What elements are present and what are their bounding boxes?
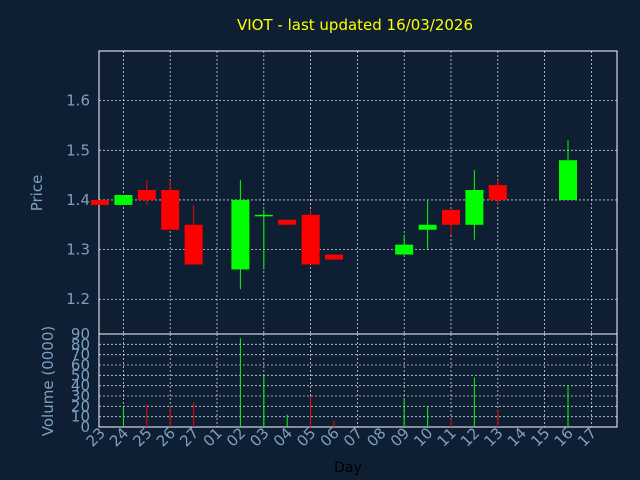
candle-04 (278, 219, 297, 225)
volume-tick-label: 50 (71, 366, 90, 384)
price-axis-label: Price (28, 175, 46, 212)
price-tick-label: 1.4 (66, 191, 90, 209)
candle-11 (442, 209, 460, 235)
candle-13 (488, 180, 507, 205)
candle-05 (301, 209, 320, 265)
candle-06 (325, 254, 343, 260)
candle-body (465, 190, 484, 225)
candle-body (325, 254, 343, 260)
x-tick-label: 13 (480, 424, 506, 450)
candle-body (301, 214, 320, 265)
volume-tick-label: 90 (71, 325, 90, 343)
volume-tick-label: 10 (71, 408, 90, 426)
x-tick-label: 10 (410, 424, 436, 450)
volume-tick-label: 20 (71, 397, 90, 415)
candle-27 (184, 204, 203, 265)
x-tick-label: 02 (223, 424, 249, 450)
x-tick-label: 27 (176, 424, 202, 450)
volume-tick-label: 70 (71, 346, 90, 364)
x-tick-label: 06 (317, 424, 343, 450)
volume-tick-label: 0 (80, 418, 90, 436)
x-ticks: 2324252627010203040506070809101112131415… (83, 424, 601, 450)
candle-body (488, 185, 507, 200)
candle-body (559, 160, 577, 200)
price-plot-area (98, 50, 618, 335)
candle-body (278, 219, 297, 225)
candle-body (184, 224, 203, 265)
candle-24 (114, 194, 133, 205)
x-tick-label: 08 (363, 424, 389, 450)
candle-body (442, 209, 460, 225)
candle-03 (254, 209, 273, 270)
x-tick-label: 11 (434, 424, 460, 450)
volume-plot-area (98, 333, 618, 428)
price-tick-label: 1.6 (66, 92, 90, 110)
x-tick-label: 01 (200, 424, 226, 450)
candles (91, 140, 577, 290)
x-axis-label: Day (334, 460, 362, 476)
x-tick-label: 03 (246, 424, 272, 450)
candle-12 (465, 170, 484, 240)
candle-body (231, 199, 250, 270)
candle-26 (161, 180, 180, 230)
candle-10 (418, 199, 437, 250)
x-tick-label: 12 (457, 424, 483, 450)
candle-body (137, 190, 156, 200)
x-tick-label: 26 (153, 424, 179, 450)
price-tick-label: 1.3 (66, 241, 90, 259)
x-tick-label: 09 (387, 424, 413, 450)
candle-body (161, 190, 180, 230)
x-tick-label: 07 (340, 424, 366, 450)
x-tick-label: 05 (293, 424, 319, 450)
x-tick-label: 15 (527, 424, 553, 450)
x-tick-label: 25 (129, 424, 155, 450)
price-y-ticks: 1.2 1.3 1.4 1.5 1.6 (66, 92, 90, 309)
volume-axis-label: Volume (0000) (39, 326, 57, 436)
x-tick-label: 14 (504, 424, 530, 450)
candle-body (254, 214, 273, 217)
candle-body (91, 199, 109, 205)
volume-tick-label: 60 (71, 356, 90, 374)
candle-23 (91, 199, 109, 205)
x-tick-label: 17 (574, 424, 600, 450)
candle-16 (559, 140, 577, 200)
x-tick-label: 16 (551, 424, 577, 450)
volume-tick-label: 40 (71, 377, 90, 395)
price-tick-label: 1.5 (66, 141, 90, 159)
candle-body (418, 224, 437, 230)
x-tick-label: 24 (106, 424, 132, 450)
volume-bars (122, 338, 569, 427)
x-tick-label: 04 (270, 424, 296, 450)
candle-25 (137, 180, 156, 205)
volume-tick-label: 30 (71, 387, 90, 405)
candle-body (114, 194, 133, 205)
price-tick-label: 1.2 (66, 290, 90, 308)
volume-tick-label: 80 (71, 335, 90, 353)
candle-09 (395, 234, 414, 255)
chart-title: VIOT - last updated 16/03/2026 (237, 16, 473, 34)
price-panel: 1.2 1.3 1.4 1.5 1.6 Price (28, 50, 618, 335)
candle-02 (231, 180, 250, 290)
candle-body (395, 244, 414, 255)
